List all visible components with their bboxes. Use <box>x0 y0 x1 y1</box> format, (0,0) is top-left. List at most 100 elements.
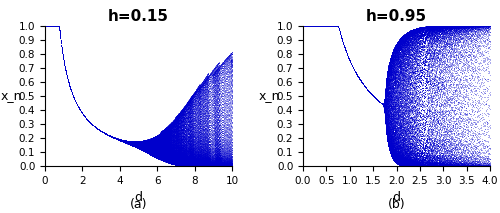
Point <box>441 164 449 168</box>
Point <box>90 124 98 127</box>
Point <box>394 63 402 66</box>
Point <box>340 46 348 49</box>
Point <box>97 129 105 132</box>
Point <box>148 152 156 155</box>
Point <box>444 45 452 48</box>
Point <box>212 164 220 168</box>
Point <box>374 99 382 102</box>
Point <box>388 125 396 128</box>
Point <box>178 141 186 145</box>
Point <box>476 164 484 168</box>
Point <box>51 24 59 27</box>
Point <box>220 164 228 168</box>
Point <box>184 162 192 165</box>
Point <box>472 89 480 92</box>
Point <box>434 164 442 168</box>
Point <box>120 140 128 143</box>
Point <box>51 24 59 27</box>
Point <box>342 49 350 53</box>
Point <box>351 70 359 73</box>
Point <box>354 74 362 78</box>
Point <box>374 99 382 102</box>
Point <box>178 164 186 167</box>
Point <box>227 59 235 62</box>
Point <box>320 24 328 27</box>
Point <box>138 141 146 144</box>
Point <box>98 130 106 134</box>
Point <box>475 160 483 163</box>
Point <box>147 150 155 153</box>
Point <box>154 154 162 157</box>
Point <box>459 164 467 168</box>
Point <box>223 164 231 168</box>
Point <box>466 164 474 168</box>
Point <box>106 134 114 137</box>
Point <box>356 79 364 82</box>
Point <box>426 155 434 158</box>
Point <box>115 138 123 141</box>
Point <box>444 164 452 168</box>
Point <box>222 164 230 168</box>
Point <box>71 98 79 102</box>
Point <box>354 76 362 79</box>
Point <box>190 163 198 167</box>
Point <box>434 164 442 168</box>
Point <box>98 130 106 133</box>
Point <box>436 164 444 168</box>
Point <box>124 140 132 143</box>
Point <box>424 164 432 168</box>
Point <box>63 75 71 79</box>
Point <box>53 24 61 27</box>
Point <box>213 164 221 168</box>
Point <box>67 89 75 92</box>
Point <box>120 139 128 142</box>
Point <box>303 24 311 27</box>
Point <box>90 124 98 128</box>
Point <box>310 24 318 27</box>
Point <box>474 144 482 148</box>
Point <box>390 140 398 143</box>
Point <box>417 68 425 72</box>
Point <box>126 142 134 146</box>
Point <box>50 24 58 27</box>
Point <box>94 127 102 131</box>
Point <box>418 105 426 108</box>
Point <box>196 142 204 145</box>
Point <box>216 161 224 164</box>
Point <box>396 52 404 55</box>
Point <box>404 99 412 103</box>
Point <box>364 88 372 92</box>
Point <box>383 127 391 130</box>
Point <box>375 100 383 103</box>
Point <box>403 163 411 166</box>
Point <box>326 24 334 27</box>
Point <box>424 47 432 50</box>
Point <box>134 140 141 144</box>
Point <box>182 146 190 150</box>
Point <box>132 142 140 145</box>
Point <box>456 164 464 168</box>
Point <box>148 141 156 145</box>
Point <box>447 164 455 168</box>
Point <box>308 24 316 27</box>
Point <box>80 114 88 118</box>
Point <box>332 24 340 27</box>
Point <box>211 164 219 168</box>
Point <box>423 164 431 167</box>
Point <box>306 24 314 27</box>
Point <box>188 160 196 163</box>
Point <box>359 82 367 86</box>
Point <box>366 91 374 94</box>
Point <box>473 164 481 168</box>
Point <box>475 164 483 168</box>
Point <box>462 24 470 27</box>
Point <box>112 136 120 140</box>
Point <box>310 24 318 27</box>
Point <box>388 113 396 116</box>
Point <box>83 117 91 121</box>
Point <box>211 156 219 159</box>
Point <box>310 24 318 27</box>
Point <box>338 36 345 40</box>
Point <box>157 150 165 154</box>
Point <box>192 164 200 168</box>
